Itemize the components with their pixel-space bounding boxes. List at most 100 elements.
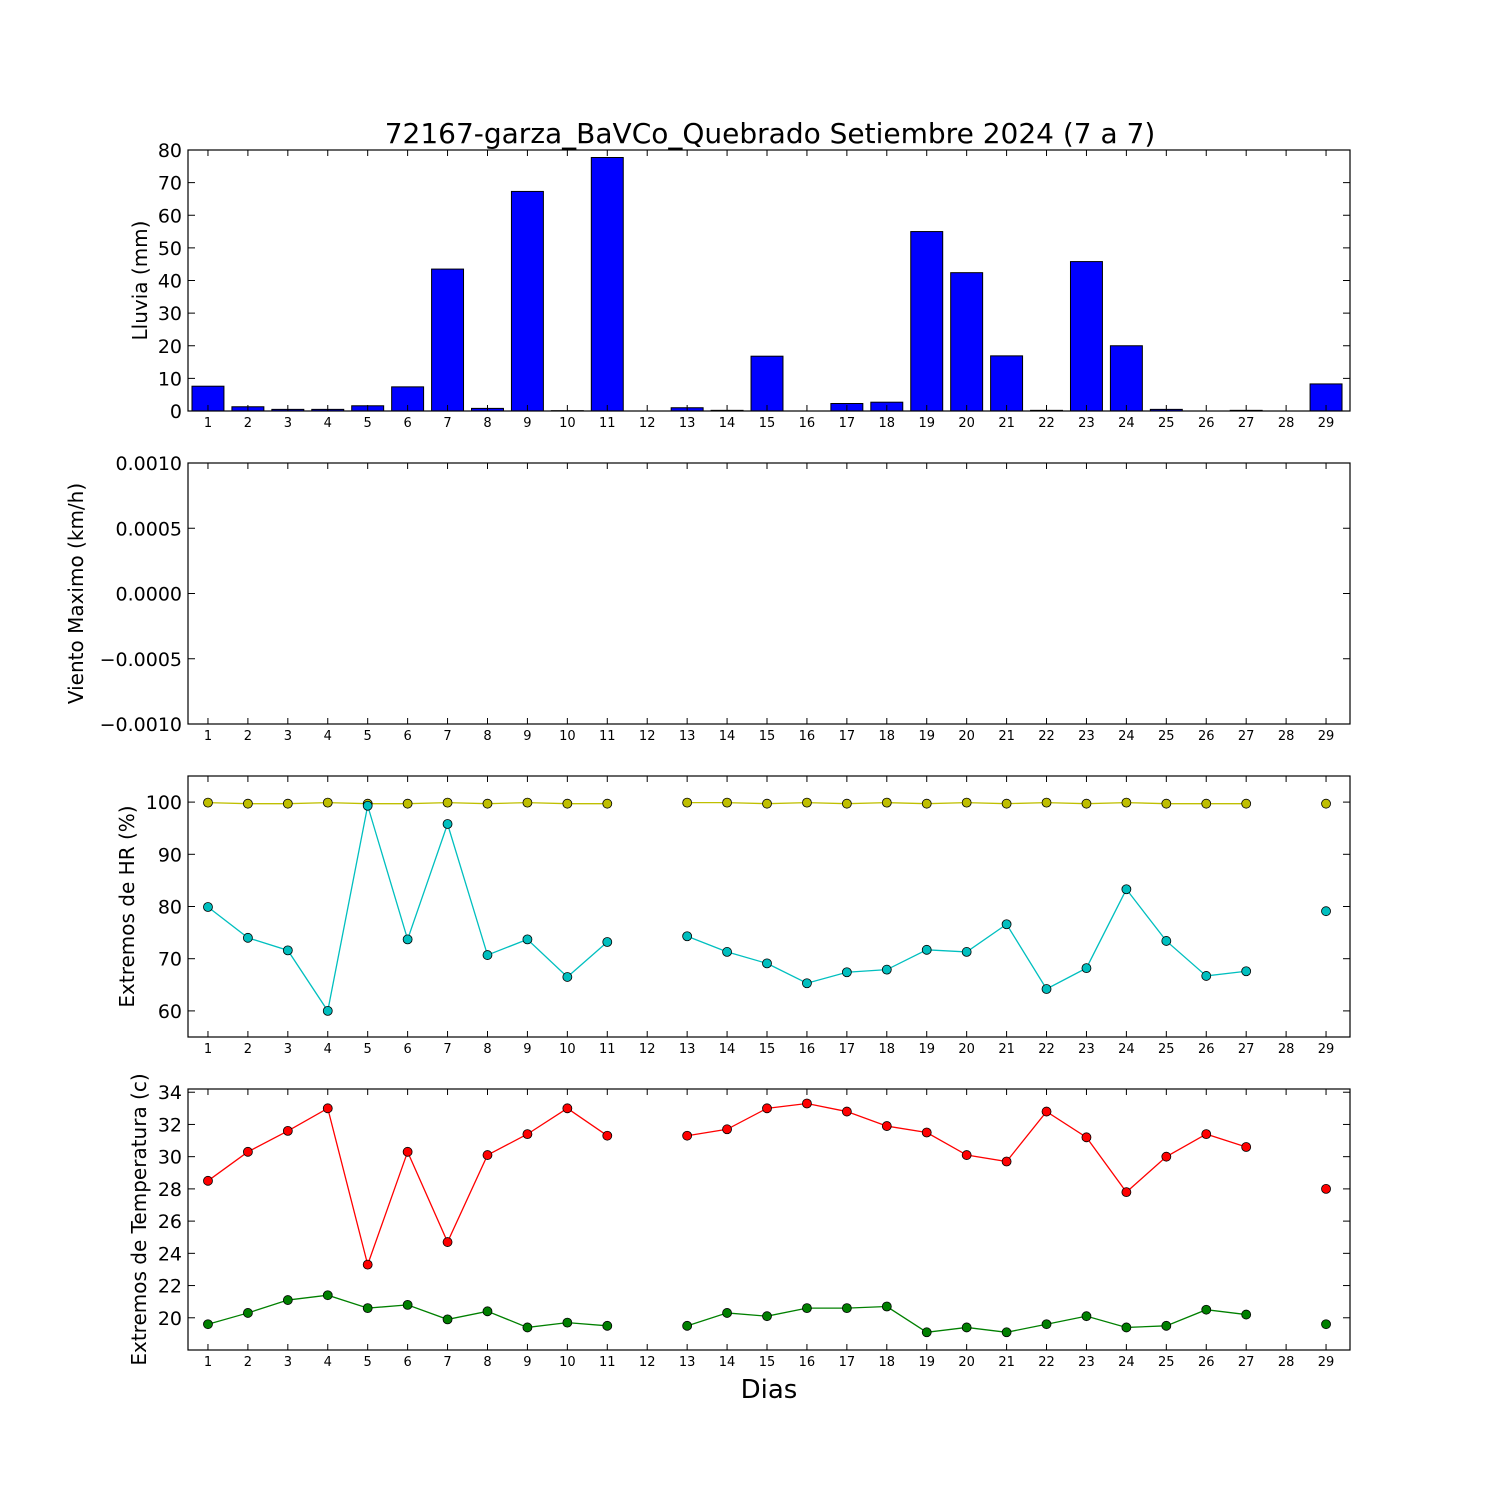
- x-axis-label: Dias: [741, 1375, 798, 1405]
- x-tick-label: 26: [1198, 729, 1215, 744]
- series-1-point-day-18: [881, 797, 892, 808]
- x-tick-label: 6: [403, 1042, 411, 1057]
- x-tick-label: 20: [958, 1355, 975, 1370]
- series-1-point-day-4: [322, 1103, 333, 1114]
- x-tick-label: 16: [799, 1355, 816, 1370]
- x-tick-label: 13: [679, 1355, 696, 1370]
- x-tick-label: 26: [1198, 416, 1215, 431]
- x-tick-label: 5: [364, 1355, 372, 1370]
- y-tick-label: 20: [158, 1308, 182, 1330]
- series-2-point-day-6: [402, 1299, 413, 1310]
- chart-title: 72167-garza_BaVCo_Quebrado Setiembre 202…: [385, 117, 1156, 150]
- series-2-point-day-8: [482, 950, 493, 960]
- series-2-point-day-22: [1041, 984, 1052, 994]
- y-tick-label: 0: [170, 401, 182, 423]
- x-tick-label: 12: [639, 1042, 656, 1057]
- x-tick-label: 28: [1278, 1355, 1295, 1370]
- series-2-point-day-26: [1201, 1304, 1212, 1315]
- series-1-point-day-25: [1161, 798, 1172, 809]
- bar-day-23: [1069, 261, 1103, 412]
- series-1-point-day-29: [1321, 798, 1331, 809]
- series-2-point-day-20: [961, 1322, 972, 1333]
- x-tick-label: 19: [918, 1042, 935, 1057]
- series-2-point-day-27: [1241, 1309, 1252, 1320]
- series-1-point-day-2: [242, 1146, 253, 1157]
- y-tick-label: 26: [158, 1211, 182, 1233]
- x-tick-label: 24: [1118, 1355, 1135, 1370]
- series-2-point-day-6: [402, 934, 413, 945]
- y-tick-label: 40: [158, 271, 182, 293]
- x-tick-label: 21: [998, 729, 1015, 744]
- series-1-point-day-3: [282, 798, 293, 809]
- series-1-point-day-1: [203, 797, 213, 808]
- x-tick-label: 14: [719, 729, 736, 744]
- x-tick-label: 20: [958, 729, 975, 744]
- series-2-point-day-11: [602, 1320, 613, 1331]
- series-2-point-day-9: [522, 934, 533, 945]
- y-tick-label: 24: [158, 1243, 182, 1265]
- series-2-point-day-16: [802, 978, 812, 989]
- x-tick-label: 1: [204, 1042, 212, 1057]
- x-tick-label: 4: [324, 416, 332, 431]
- series-2-point-day-2: [242, 932, 253, 943]
- series-2-point-day-5: [362, 1303, 373, 1314]
- series-2-point-day-19: [921, 944, 932, 955]
- series-1-point-day-26: [1201, 1129, 1212, 1140]
- y-tick-label: 34: [158, 1082, 182, 1104]
- series-1-point-day-24: [1121, 1187, 1132, 1198]
- x-tick-label: 6: [403, 416, 411, 431]
- series-2-point-day-26: [1201, 971, 1212, 981]
- series-2-point-day-17: [841, 1303, 852, 1314]
- series-1-point-day-19: [921, 1127, 932, 1138]
- x-tick-label: 9: [523, 1355, 531, 1370]
- series-2-point-day-14: [722, 1308, 732, 1318]
- series-1-point-day-1: [203, 1175, 213, 1186]
- series-1-point-day-11: [602, 798, 613, 809]
- series-1-point-day-21: [1001, 1156, 1012, 1167]
- series-1-point-day-3: [282, 1125, 293, 1136]
- x-tick-label: 27: [1238, 1355, 1255, 1370]
- series-2-point-day-27: [1241, 966, 1252, 977]
- y-tick-label: 70: [158, 173, 182, 195]
- series-1-point-day-6: [402, 798, 413, 809]
- y-tick-label: −0.0010: [100, 714, 182, 736]
- y-axis-label: Extremos de HR (%): [115, 805, 139, 1007]
- series-1-point-day-8: [482, 1150, 493, 1160]
- x-tick-label: 10: [559, 1355, 576, 1370]
- series-1-point-day-29: [1321, 1183, 1331, 1194]
- y-tick-label: 22: [158, 1276, 182, 1298]
- series-2-point-day-21: [1001, 1327, 1012, 1338]
- y-axis-label: Extremos de Temperatura (c): [127, 1073, 151, 1365]
- x-tick-label: 17: [839, 729, 856, 744]
- x-tick-label: 7: [443, 1355, 451, 1370]
- series-1-point-day-13: [682, 797, 693, 808]
- x-tick-label: 21: [998, 416, 1015, 431]
- x-tick-label: 24: [1118, 416, 1135, 431]
- x-tick-label: 27: [1238, 729, 1255, 744]
- axes-frame: [187, 775, 1351, 1038]
- x-tick-label: 12: [639, 1355, 656, 1370]
- x-tick-label: 11: [599, 416, 616, 431]
- x-tick-label: 28: [1278, 729, 1295, 744]
- x-tick-label: 7: [443, 1042, 451, 1057]
- series-1-point-day-18: [881, 1121, 892, 1131]
- x-tick-label: 25: [1158, 1042, 1175, 1057]
- series-2-point-day-16: [802, 1303, 812, 1314]
- series-2-point-day-1: [203, 1319, 213, 1330]
- x-tick-label: 17: [839, 1042, 856, 1057]
- series-1-point-day-14: [722, 1124, 732, 1135]
- x-tick-label: 29: [1318, 1355, 1335, 1370]
- series-1-point-day-15: [762, 1103, 772, 1114]
- series-1-point-day-22: [1041, 797, 1052, 808]
- x-tick-label: 3: [284, 1042, 292, 1057]
- x-tick-label: 18: [879, 1355, 896, 1370]
- y-tick-label: −0.0005: [100, 649, 182, 671]
- x-tick-label: 29: [1318, 1042, 1335, 1057]
- y-tick-label: 10: [158, 368, 182, 390]
- series-1-point-day-10: [562, 1103, 573, 1114]
- series-2-point-day-13: [682, 1320, 693, 1331]
- series-1-point-day-15: [762, 798, 772, 809]
